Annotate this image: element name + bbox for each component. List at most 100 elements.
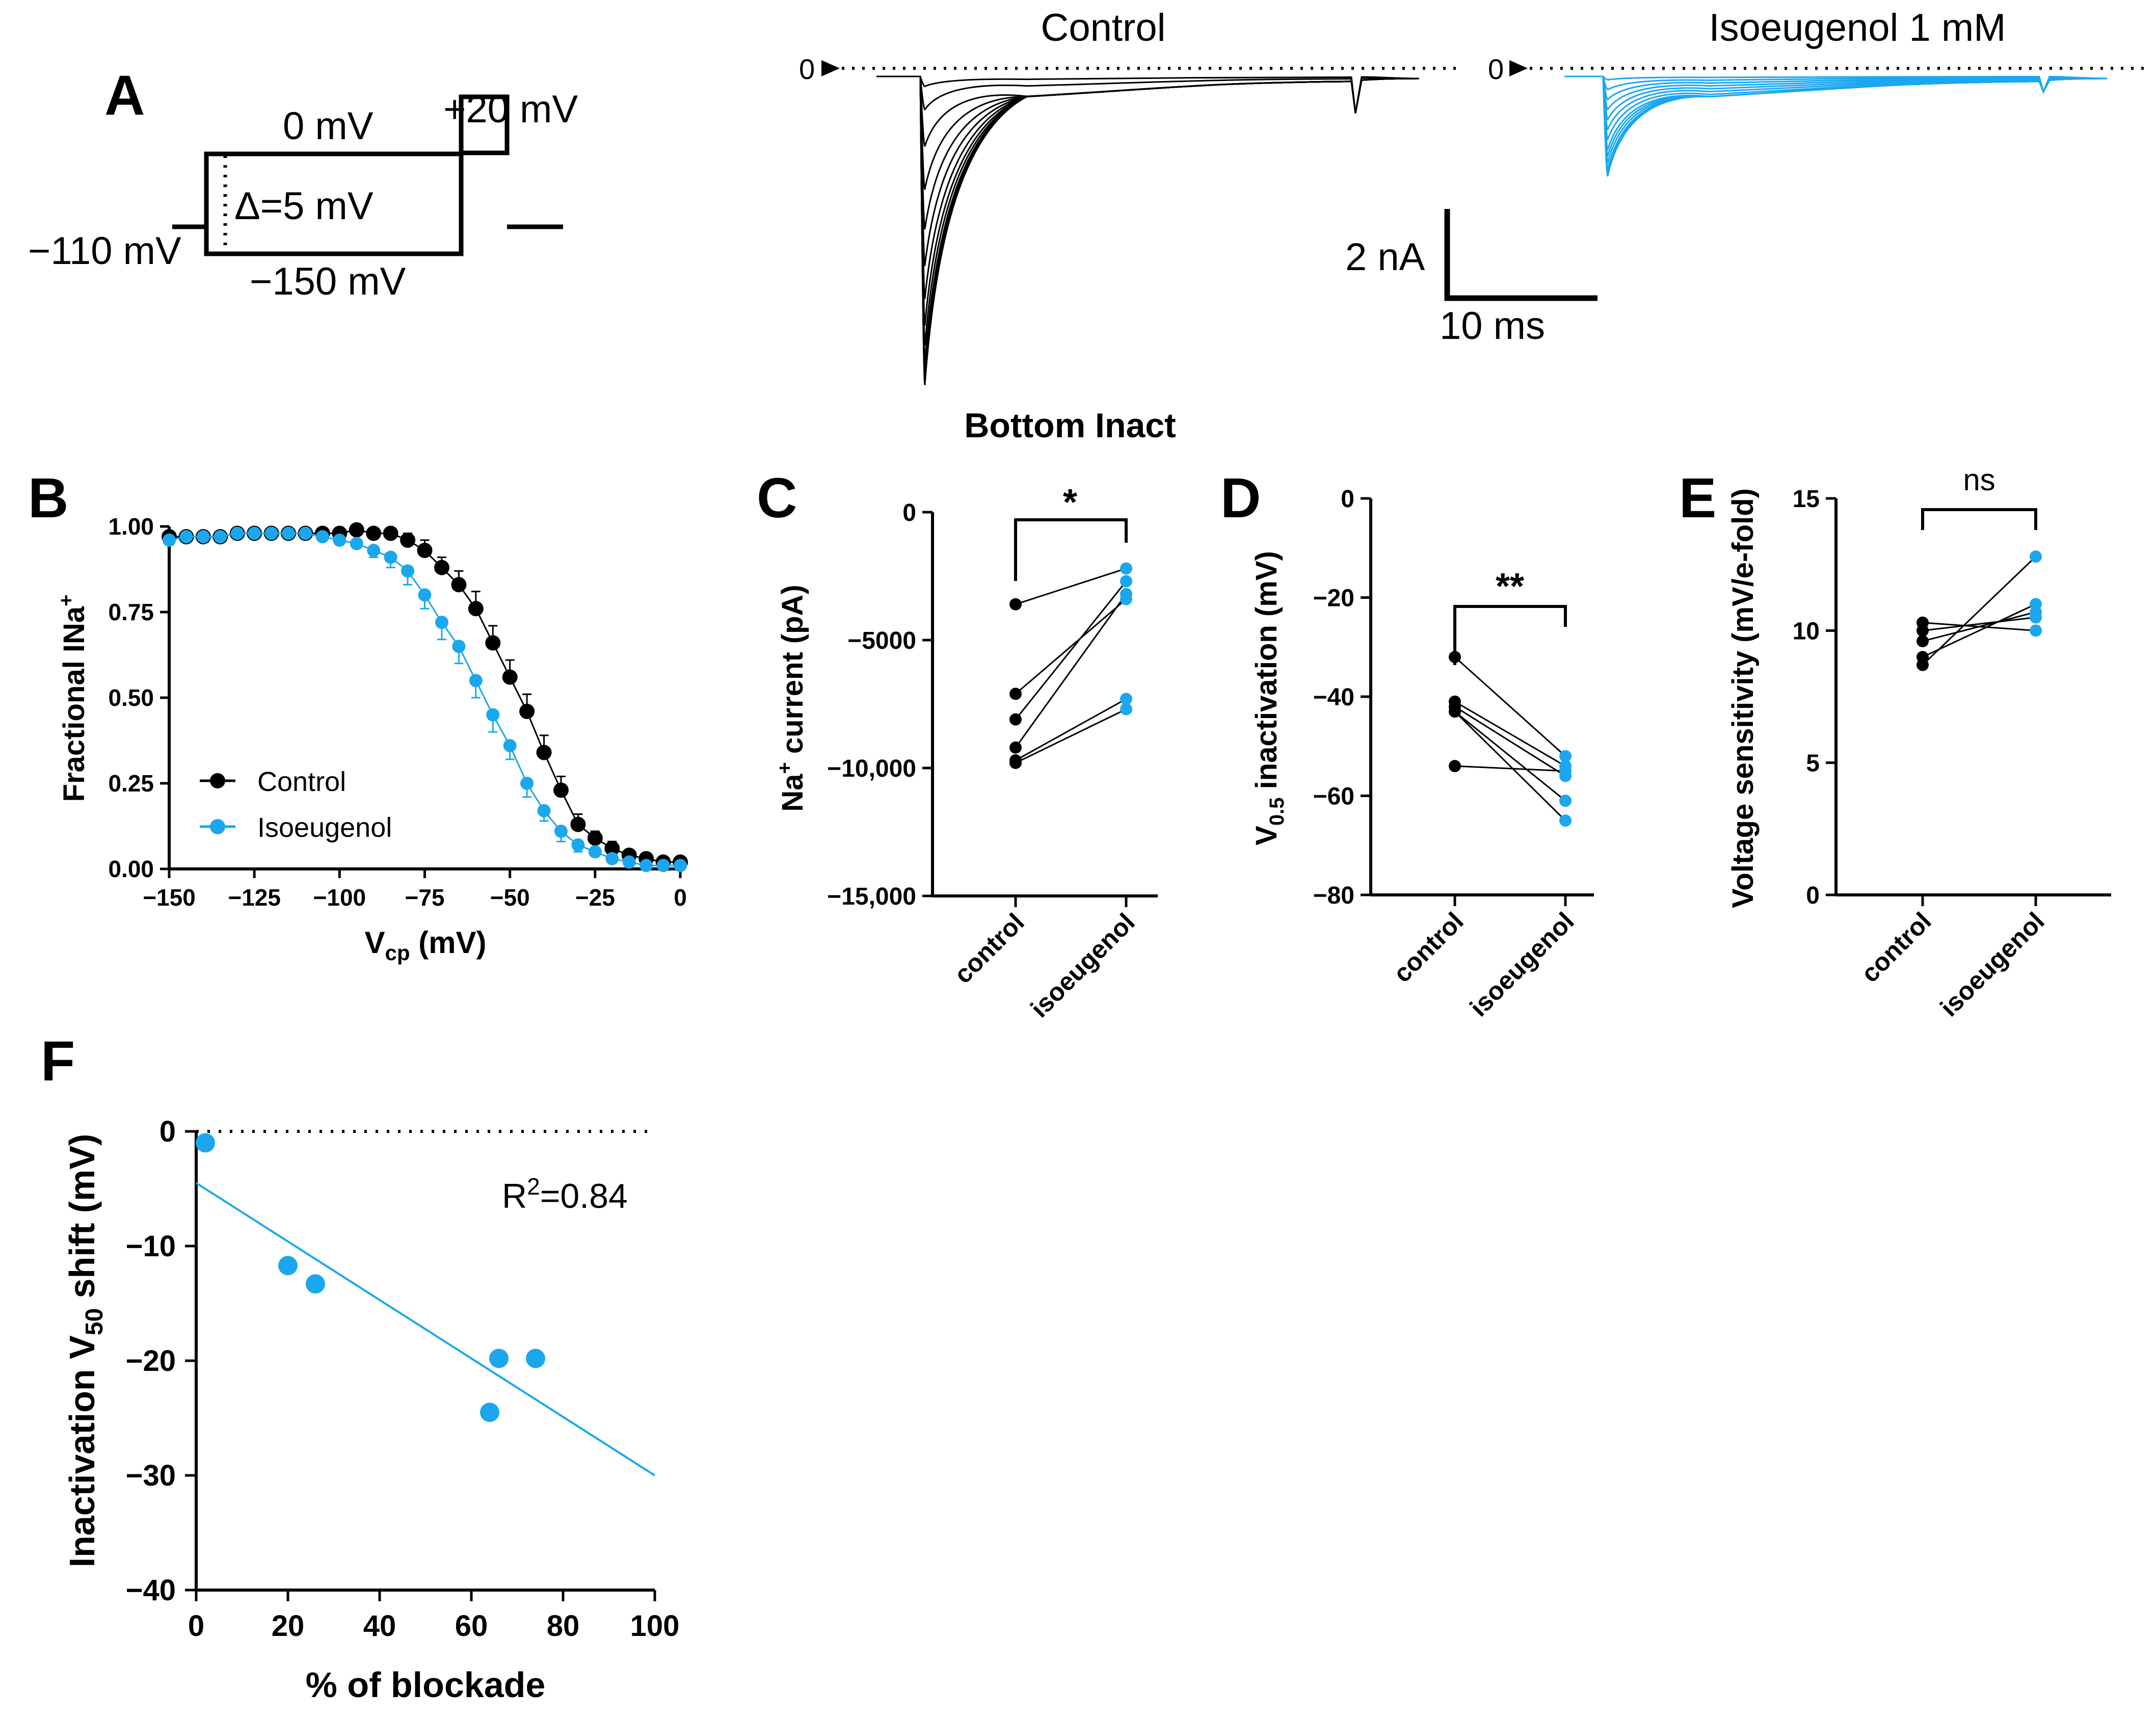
chart-f-ylabel: Inactivation V50 shift (mV) <box>62 1134 108 1568</box>
chart-b-point-iso <box>571 838 585 852</box>
chart-b-ylabel-text: Fractional INa <box>58 606 91 802</box>
chart-f-annotation-prefix: R <box>502 1177 527 1215</box>
chart-b-point-iso <box>248 526 261 540</box>
iso-traces-sweep <box>1564 75 2108 177</box>
chart-c-point-control <box>1009 598 1022 611</box>
chart-b-point-control <box>587 830 603 846</box>
chart-b-xtick-label: −125 <box>228 884 281 911</box>
chart-c-pair-line <box>1015 580 1127 720</box>
chart-c-point-iso <box>1120 703 1132 716</box>
chart-c-point-iso <box>1120 562 1132 575</box>
legend-iso-label: Isoeugenol <box>257 812 392 843</box>
chart-b-title: Bottom Inact <box>964 406 1176 445</box>
control-trace-title: Control <box>1041 6 1166 49</box>
chart-c-point-control <box>1009 756 1022 769</box>
chart-c-xtick-label: control <box>948 908 1029 989</box>
chart-f-ytick-label: −10 <box>126 1230 176 1263</box>
chart-d-pair-line <box>1454 701 1566 767</box>
chart-b-point-iso <box>179 530 193 544</box>
chart-b-point-iso <box>520 777 534 790</box>
chart-c-point-control <box>1009 741 1022 754</box>
chart-b-xtick-label: −75 <box>405 884 444 911</box>
chart-b-point-iso <box>486 708 500 722</box>
chart-c-ytick-label: 0 <box>902 499 916 526</box>
chart-b-point-iso <box>230 526 244 540</box>
chart-b-legend: Control Isoeugenol <box>200 766 392 843</box>
chart-c-point-iso <box>1120 588 1132 600</box>
chart-b-point-control <box>451 577 467 593</box>
panel-b: B Bottom Inact −150 −125 −100 −75 −50 −25 0 0.0… <box>28 406 1176 965</box>
current-traces: Control Isoeugenol 1 mM 0 0 2 nA 10 ms <box>799 6 2145 386</box>
protocol-holding-label: −110 mV <box>28 229 181 273</box>
chart-b-xtick-label: −25 <box>575 884 615 911</box>
chart-e-pair-line <box>1922 556 2037 666</box>
protocol-waveform <box>172 94 563 256</box>
chart-b-point-iso <box>469 674 483 687</box>
chart-e-xtick-label: isoeugenol <box>1935 907 2050 1022</box>
scale-current-label: 2 nA <box>1345 235 1425 279</box>
chart-c-ytick-label: −5000 <box>847 627 916 654</box>
chart-f-xtick-label: 80 <box>547 1609 580 1643</box>
chart-b-point-iso <box>622 855 636 869</box>
chart-b-ticks: −150 −125 −100 −75 −50 −25 0 0.00 0.25 0.50 0.75 1.… <box>108 513 686 911</box>
chart-d-ylabel-text: V <box>1250 826 1283 845</box>
chart-b-point-control <box>519 703 535 719</box>
chart-d-xtick-label: isoeugenol <box>1465 907 1580 1022</box>
chart-f-point <box>526 1348 545 1368</box>
chart-b-point-iso <box>588 845 602 859</box>
chart-b-point-iso <box>554 825 568 838</box>
panel-label-d: D <box>1220 467 1261 530</box>
chart-e-point-iso <box>2030 598 2042 611</box>
control-traces-sweep <box>876 75 1420 326</box>
chart-b-point-iso <box>367 544 381 558</box>
chart-d-point-iso <box>1559 750 1572 762</box>
chart-b-point-iso <box>656 859 670 872</box>
chart-c-point-iso <box>1120 693 1132 705</box>
chart-d-ytick-label: −80 <box>1313 882 1354 909</box>
chart-d-sig-bracket <box>1453 605 1567 665</box>
panel-a: A 0 mV +20 mV Δ=5 mV −110 mV −150 mV <box>28 64 578 303</box>
chart-c-sig-text: * <box>1063 482 1077 523</box>
control-traces-sweep <box>876 75 1420 362</box>
scale-time-label: 10 ms <box>1440 304 1545 348</box>
panel-label-c: C <box>757 467 797 530</box>
chart-e-point-control <box>1917 658 1929 671</box>
chart-c-pair-line <box>1015 708 1127 764</box>
chart-d-pair-line <box>1454 765 1566 772</box>
chart-e-point-iso <box>2030 624 2042 637</box>
chart-c-ylabel-sup: + <box>774 762 796 774</box>
chart-f-annotation: R2=0.84 <box>502 1173 628 1215</box>
chart-b-ytick-label: 0.25 <box>108 770 154 797</box>
chart-e-sig-bracket <box>1921 508 2037 530</box>
chart-b-point-iso <box>299 526 312 540</box>
chart-b-point-iso <box>196 530 210 544</box>
scale-bar <box>1444 209 1598 301</box>
chart-c-pair-line <box>1015 593 1127 748</box>
chart-e-sig-text: ns <box>1963 463 1995 497</box>
chart-b-ytick-label: 0.50 <box>108 684 154 711</box>
chart-b-ytick-label: 1.00 <box>108 513 154 540</box>
chart-d-point-iso <box>1559 795 1572 807</box>
legend-control-marker <box>210 773 225 788</box>
chart-e-ytick-label: 5 <box>1806 750 1820 777</box>
chart-e-point-control <box>1917 624 1929 637</box>
iso-traces-sweep <box>1564 75 2108 174</box>
chart-c-pair-line <box>1015 698 1127 761</box>
chart-e-xtick-label: control <box>1855 907 1936 988</box>
chart-c-ylabel-rest: current (pA) <box>776 585 809 754</box>
panel-c: C 0−5000−10,000−15,000controlisoeugenol … <box>757 467 1158 1023</box>
chart-b-point-control <box>366 525 382 541</box>
chart-f-point <box>278 1256 298 1276</box>
chart-f-xtick-label: 60 <box>455 1609 488 1643</box>
iso-zero-label: 0 <box>1488 53 1504 85</box>
chart-b-xlabel: Vcp (mV) <box>364 925 486 965</box>
iso-traces-sweep <box>1564 75 2108 170</box>
chart-c-pair-line <box>1015 598 1127 695</box>
chart-d-point-iso <box>1559 764 1572 777</box>
protocol-step-label: Δ=5 mV <box>234 184 374 228</box>
chart-b-line-1 <box>169 532 680 866</box>
chart-f-point <box>196 1133 215 1153</box>
chart-d-ylabel: V0.5 inactivation (mV) <box>1250 551 1288 845</box>
